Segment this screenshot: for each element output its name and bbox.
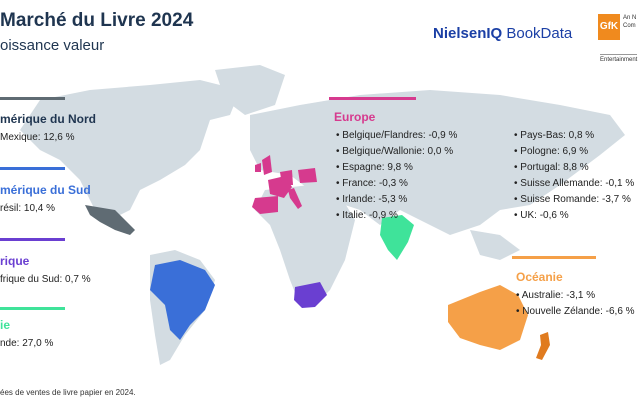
asia-item: nde: 27,0 % — [0, 338, 54, 349]
page-title: Marché du Livre 2024 — [0, 10, 194, 31]
africa-bar — [0, 238, 65, 241]
europe-item: • Suisse Romande: -3,7 % — [514, 194, 631, 205]
benelux-switzerland-shape — [280, 170, 293, 185]
europe-item: • Belgique/Flandres: -0,9 % — [336, 130, 458, 141]
oceania-bar — [512, 256, 596, 259]
europe-asia-land — [250, 90, 625, 235]
land-masses — [20, 65, 625, 365]
africa-title: rique — [0, 254, 30, 268]
south-america-bar — [0, 167, 65, 170]
europe-item: • Pologne: 6,9 % — [514, 146, 589, 157]
india-shape — [380, 215, 414, 260]
brazil-shape — [150, 260, 215, 340]
south-america-item: résil: 10,4 % — [0, 203, 56, 214]
mexico-shape — [85, 205, 135, 235]
africa-land — [255, 185, 355, 305]
gfk-tagline-line2: Com — [623, 23, 636, 29]
world-map — [20, 65, 625, 365]
new-zealand-shape — [536, 332, 550, 360]
ireland-shape — [255, 163, 261, 172]
australia-shape — [448, 285, 528, 350]
south-africa-shape — [294, 282, 327, 308]
gfk-logo: GfK — [598, 14, 620, 40]
europe-bar — [329, 97, 416, 100]
nielsen-logo-part2: BookData — [502, 25, 573, 42]
oceania-item: • Australie: -3,1 % — [516, 290, 596, 301]
europe-shapes — [252, 155, 317, 214]
europe-item: • Irlande: -5,3 % — [336, 194, 408, 205]
europe-item: • UK: -0,6 % — [514, 210, 569, 221]
north-america-title: mérique du Nord — [0, 112, 97, 126]
oceania-title: Océanie — [516, 270, 563, 284]
uk-shape — [262, 155, 272, 175]
southeast-asia-land — [470, 230, 520, 260]
europe-item: • Belgique/Wallonie: 0,0 % — [336, 146, 454, 157]
europe-item: • Pays-Bas: 0,8 % — [514, 130, 595, 141]
europe-item: • France: -0,3 % — [336, 178, 408, 189]
europe-title: Europe — [334, 110, 376, 124]
north-america-item: Mexique: 12,6 % — [0, 132, 75, 143]
gfk-tagline: An N Com — [623, 14, 636, 30]
footnote: ées de ventes de livre papier en 2024. — [0, 388, 136, 397]
greenland-land — [215, 65, 285, 115]
gfk-tagline-line1: An N — [623, 15, 637, 21]
north-america-land — [20, 80, 240, 220]
italy-shape — [288, 188, 302, 209]
nielsen-logo: NielsenIQ BookData — [433, 25, 572, 42]
poland-shape — [298, 168, 317, 183]
europe-item: • Espagne: 9,8 % — [336, 162, 413, 173]
page-subtitle: oissance valeur — [0, 37, 105, 54]
gfk-entertainment: Entertainment — [600, 54, 638, 63]
europe-item: • Italie: -0,9 % — [336, 210, 398, 221]
europe-item: • Suisse Allemande: -0,1 % — [514, 178, 635, 189]
asia-bar — [0, 307, 65, 310]
south-america-title: mérique du Sud — [0, 183, 91, 197]
iberia-shape — [252, 196, 278, 214]
nielsen-logo-part1: NielsenIQ — [433, 25, 503, 42]
africa-item: frique du Sud: 0,7 % — [0, 274, 91, 285]
oceania-item: • Nouvelle Zélande: -6,6 % — [516, 306, 635, 317]
north-america-bar — [0, 97, 65, 100]
europe-item: • Portugal: 8,8 % — [514, 162, 589, 173]
asia-title: ie — [0, 318, 11, 332]
